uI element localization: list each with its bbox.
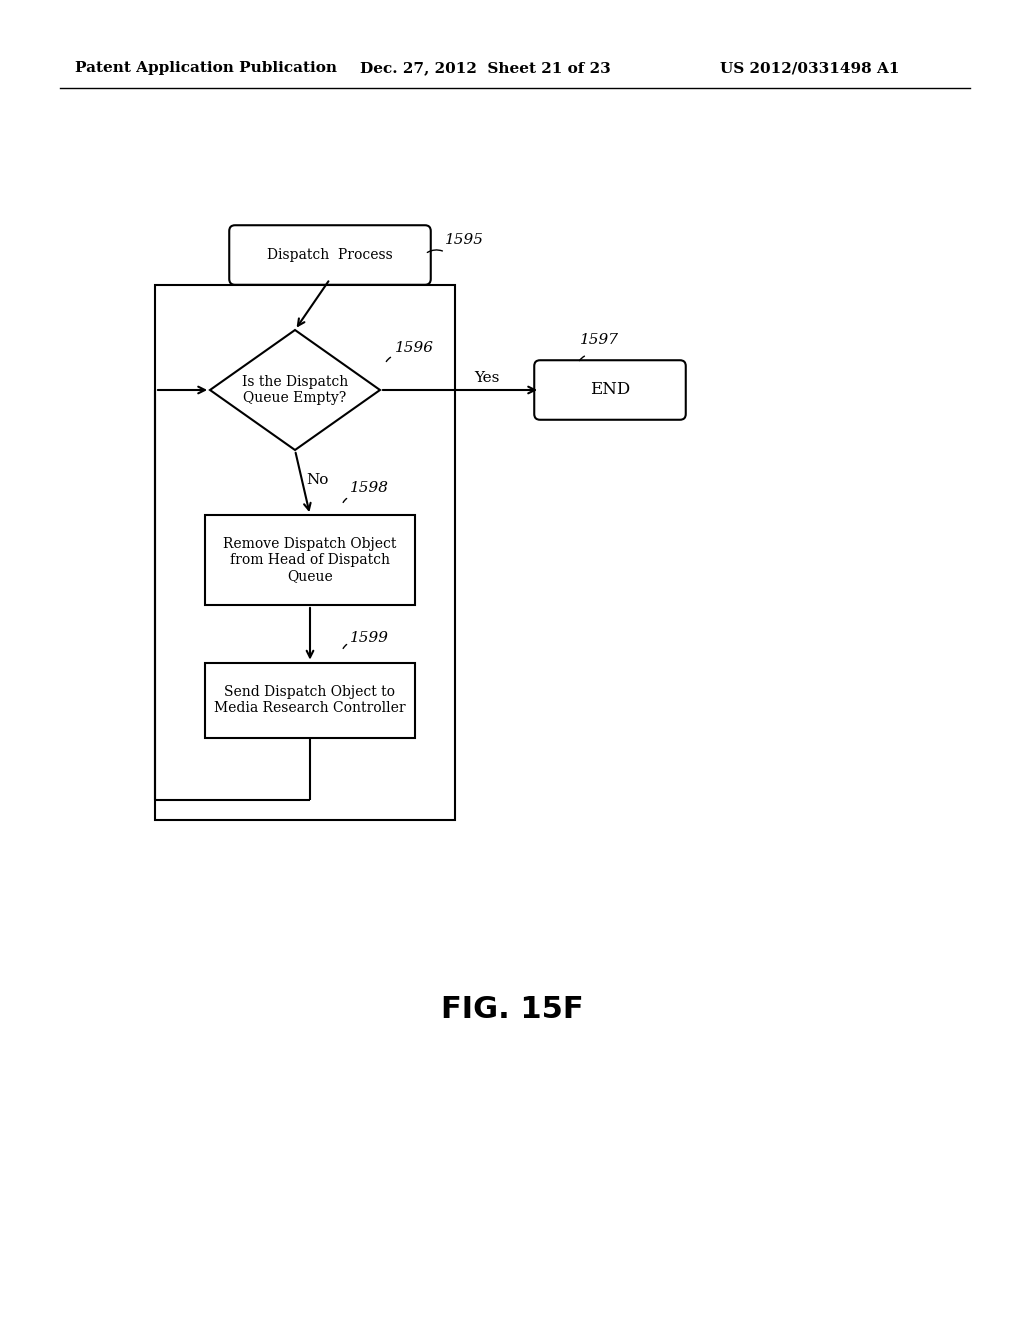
Text: Dispatch  Process: Dispatch Process bbox=[267, 248, 393, 261]
Text: US 2012/0331498 A1: US 2012/0331498 A1 bbox=[720, 61, 899, 75]
Text: Yes: Yes bbox=[474, 371, 500, 385]
FancyBboxPatch shape bbox=[535, 360, 686, 420]
Text: 1596: 1596 bbox=[395, 341, 434, 355]
Text: 1598: 1598 bbox=[350, 480, 389, 495]
Text: END: END bbox=[590, 381, 630, 399]
Text: No: No bbox=[306, 473, 329, 487]
Text: 1597: 1597 bbox=[580, 333, 618, 347]
Bar bbox=[205, 663, 415, 738]
Polygon shape bbox=[210, 330, 380, 450]
Text: Send Dispatch Object to
Media Research Controller: Send Dispatch Object to Media Research C… bbox=[214, 685, 406, 715]
FancyBboxPatch shape bbox=[229, 226, 431, 285]
Text: Remove Dispatch Object
from Head of Dispatch
Queue: Remove Dispatch Object from Head of Disp… bbox=[223, 537, 396, 583]
Text: Is the Dispatch
Queue Empty?: Is the Dispatch Queue Empty? bbox=[242, 375, 348, 405]
Text: 1595: 1595 bbox=[445, 234, 484, 247]
Text: 1599: 1599 bbox=[350, 631, 389, 645]
Text: Dec. 27, 2012  Sheet 21 of 23: Dec. 27, 2012 Sheet 21 of 23 bbox=[360, 61, 610, 75]
Bar bbox=[155, 285, 455, 820]
Text: FIG. 15F: FIG. 15F bbox=[440, 995, 584, 1024]
Text: Patent Application Publication: Patent Application Publication bbox=[75, 61, 337, 75]
Bar bbox=[205, 515, 415, 605]
